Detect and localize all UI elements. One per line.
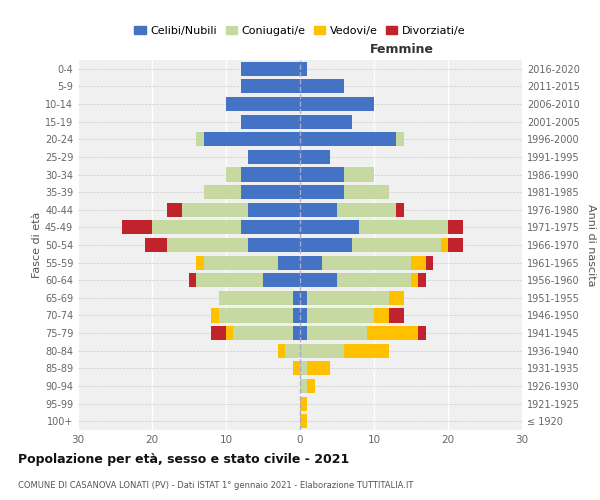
- Bar: [440, 238, 448, 252]
- Bar: [248, 238, 300, 252]
- Bar: [263, 273, 300, 287]
- Bar: [248, 150, 300, 164]
- Bar: [448, 220, 463, 234]
- Bar: [145, 238, 167, 252]
- Bar: [300, 414, 307, 428]
- Bar: [218, 291, 293, 305]
- Bar: [418, 273, 426, 287]
- Bar: [300, 344, 344, 358]
- Bar: [352, 238, 440, 252]
- Bar: [278, 344, 285, 358]
- Bar: [204, 256, 278, 270]
- Bar: [300, 150, 329, 164]
- Bar: [285, 344, 300, 358]
- Bar: [300, 273, 337, 287]
- Bar: [300, 168, 344, 181]
- Bar: [300, 256, 322, 270]
- Bar: [189, 273, 196, 287]
- Bar: [241, 168, 300, 181]
- Bar: [204, 185, 241, 199]
- Bar: [418, 326, 426, 340]
- Bar: [182, 202, 248, 217]
- Bar: [300, 326, 307, 340]
- Text: Popolazione per età, sesso e stato civile - 2021: Popolazione per età, sesso e stato civil…: [18, 452, 349, 466]
- Y-axis label: Anni di nascita: Anni di nascita: [586, 204, 596, 286]
- Bar: [300, 396, 307, 410]
- Bar: [293, 291, 300, 305]
- Bar: [300, 114, 352, 128]
- Bar: [196, 256, 204, 270]
- Bar: [307, 379, 315, 393]
- Text: COMUNE DI CASANOVA LONATI (PV) - Dati ISTAT 1° gennaio 2021 - Elaborazione TUTTI: COMUNE DI CASANOVA LONATI (PV) - Dati IS…: [18, 480, 413, 490]
- Bar: [448, 238, 463, 252]
- Legend: Celibi/Nubili, Coniugati/e, Vedovi/e, Divorziati/e: Celibi/Nubili, Coniugati/e, Vedovi/e, Di…: [130, 21, 470, 40]
- Bar: [226, 326, 233, 340]
- Bar: [211, 308, 218, 322]
- Bar: [300, 238, 352, 252]
- Bar: [337, 273, 411, 287]
- Bar: [293, 362, 300, 376]
- Text: Femmine: Femmine: [370, 44, 434, 57]
- Bar: [241, 220, 300, 234]
- Bar: [389, 308, 404, 322]
- Bar: [307, 362, 329, 376]
- Bar: [167, 202, 182, 217]
- Y-axis label: Fasce di età: Fasce di età: [32, 212, 42, 278]
- Bar: [300, 132, 396, 146]
- Bar: [211, 326, 226, 340]
- Bar: [344, 185, 389, 199]
- Bar: [426, 256, 433, 270]
- Bar: [300, 220, 359, 234]
- Bar: [344, 168, 374, 181]
- Bar: [396, 202, 404, 217]
- Bar: [300, 97, 374, 111]
- Bar: [226, 97, 300, 111]
- Bar: [300, 185, 344, 199]
- Bar: [307, 308, 374, 322]
- Bar: [204, 132, 300, 146]
- Bar: [307, 291, 389, 305]
- Bar: [226, 168, 241, 181]
- Bar: [248, 202, 300, 217]
- Bar: [300, 362, 307, 376]
- Bar: [233, 326, 293, 340]
- Bar: [367, 326, 418, 340]
- Bar: [300, 308, 307, 322]
- Bar: [122, 220, 152, 234]
- Bar: [337, 202, 396, 217]
- Bar: [300, 379, 307, 393]
- Bar: [196, 132, 204, 146]
- Bar: [241, 114, 300, 128]
- Bar: [300, 202, 337, 217]
- Bar: [241, 62, 300, 76]
- Bar: [293, 308, 300, 322]
- Bar: [396, 132, 404, 146]
- Bar: [241, 185, 300, 199]
- Bar: [300, 291, 307, 305]
- Bar: [322, 256, 411, 270]
- Bar: [167, 238, 248, 252]
- Bar: [300, 80, 344, 94]
- Bar: [389, 291, 404, 305]
- Bar: [278, 256, 300, 270]
- Bar: [218, 308, 293, 322]
- Bar: [196, 273, 263, 287]
- Bar: [152, 220, 241, 234]
- Bar: [293, 326, 300, 340]
- Bar: [307, 326, 367, 340]
- Bar: [241, 80, 300, 94]
- Bar: [344, 344, 389, 358]
- Bar: [359, 220, 448, 234]
- Bar: [374, 308, 389, 322]
- Bar: [411, 256, 426, 270]
- Bar: [411, 273, 418, 287]
- Bar: [300, 62, 307, 76]
